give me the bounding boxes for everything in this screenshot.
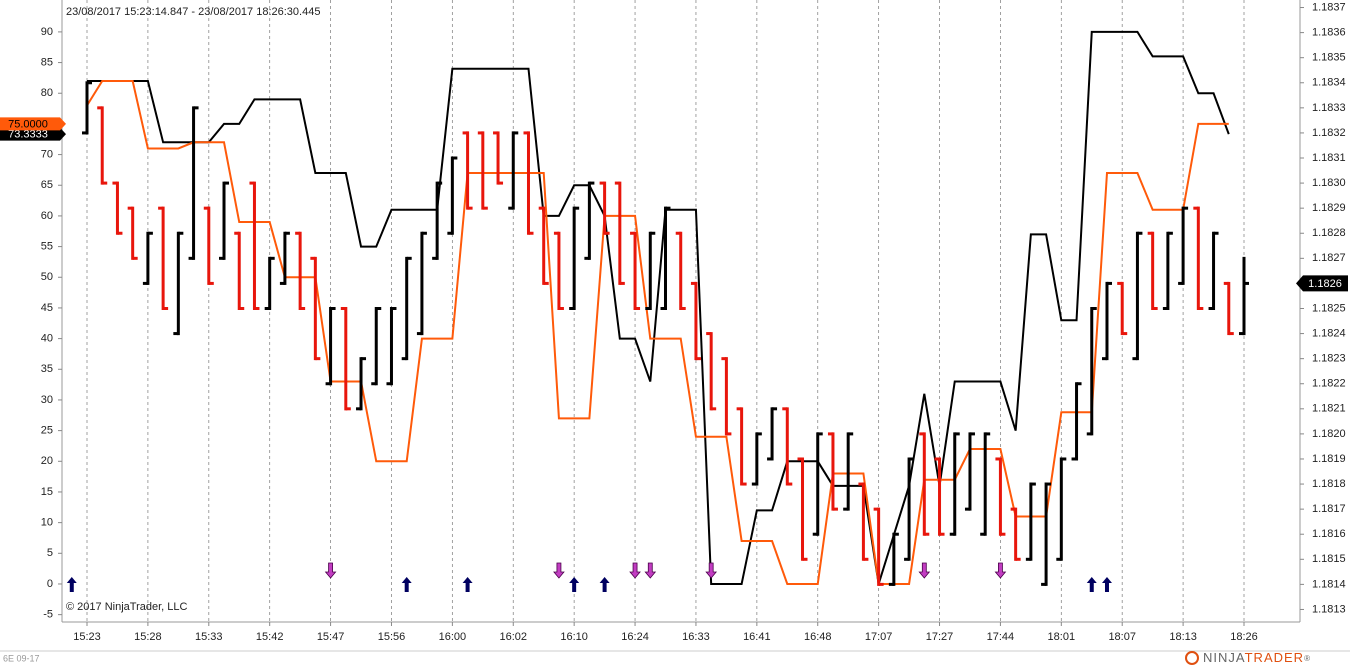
bar-layer [82,81,1249,586]
y2-tick-label: 1.1828 [1312,227,1346,239]
y2-tick-label: 1.1835 [1312,52,1346,64]
y2-tick-label: 1.1836 [1312,27,1346,39]
y2-tick-label: 1.1827 [1312,252,1346,264]
down-arrow [918,562,931,579]
y2-tick-label: 1.1817 [1312,503,1346,515]
y-tick-label: 30 [41,394,53,406]
x-tick-label: 17:44 [987,631,1015,643]
y-tick-label: 85 [41,56,53,68]
indicator-line [86,79,1229,585]
x-tick-label: 15:33 [195,631,223,643]
up-arrow [569,576,580,592]
y-tick-label: 45 [41,302,53,314]
x-tick-label: 18:26 [1230,631,1258,643]
x-tick-label: 15:47 [317,631,345,643]
down-arrow [644,562,657,579]
brand-text: NINJATRADER® [1203,650,1311,665]
y-tick-label: 40 [41,333,53,345]
y2-tick-label: 1.1834 [1312,77,1346,89]
annotation-layer: 15:23 15:28 15:33 15:42 15:47 15:56 16:00 16:02… [0,1,1348,643]
y2-tick-label: 1.1823 [1312,353,1346,365]
y2-tick-label: 1.1829 [1312,202,1346,214]
y2-tick-label: 1.1821 [1312,403,1346,415]
y2-tick-label: 1.1831 [1312,152,1346,164]
y-tick-label: 20 [41,455,53,467]
y2-tick-label: 1.1822 [1312,378,1346,390]
y-tick-label: 15 [41,486,53,498]
y-tick-label: 5 [47,547,53,559]
instrument: 6E 09-17 [3,653,40,663]
x-tick-label: 17:07 [865,631,893,643]
x-tick-label: 15:23 [73,631,101,643]
y2-tick-label: 1.1824 [1312,327,1346,339]
y2-tick-label: 1.1813 [1312,603,1346,615]
y-tick-label: 50 [41,271,53,283]
y2-tick-label: 1.1816 [1312,528,1346,540]
last-value-box [0,127,66,141]
y-tick-label: 90 [41,26,53,38]
y2-tick-label: 1.1825 [1312,302,1346,314]
y2-tick-label: 1.1819 [1312,453,1346,465]
last-value-label: 75.0000 [8,118,48,130]
x-tick-label: 15:28 [134,631,162,643]
up-arrow [1101,576,1112,592]
down-arrow [553,562,565,579]
up-arrow [66,576,77,592]
y-tick-label: 35 [41,363,53,375]
last-price-box [1296,275,1348,292]
indicator-line [87,30,1230,585]
x-tick-label: 15:42 [256,631,284,643]
y2-tick-label: 1.1832 [1312,127,1346,139]
y-tick-label: 55 [41,240,53,252]
y-tick-label: 0 [47,578,53,590]
last-value-label: 73.3333 [8,129,48,141]
y-tick-label: 10 [41,517,53,529]
brand-part: ® [1304,654,1311,663]
y2-tick-label: 1.1830 [1312,177,1346,189]
up-arrow [462,576,473,592]
y-tick-label: 60 [41,210,53,222]
x-tick-label: 18:01 [1048,631,1076,643]
x-tick-label: 16:41 [743,631,771,643]
y-tick-label: 25 [41,425,53,437]
brand-logo [1185,651,1199,665]
brand-part: NINJA [1203,650,1245,665]
x-tick-label: 16:10 [560,631,588,643]
down-arrow [994,562,1007,579]
x-tick-label: 15:56 [378,631,406,643]
up-arrow [1086,576,1097,592]
y2-tick-label: 1.1815 [1312,553,1346,565]
y-tick-label: 70 [41,148,53,160]
y2-tick-label: 1.1820 [1312,428,1346,440]
x-tick-label: 17:27 [926,631,954,643]
y2-tick-label: 1.1814 [1312,578,1346,590]
last-value-box [0,117,66,131]
x-tick-label: 16:24 [621,631,649,643]
y2-tick-label: 1.1833 [1312,102,1346,114]
down-arrow [324,562,337,579]
down-arrow [629,562,641,579]
y-tick-label: 65 [41,179,53,191]
up-arrow [599,576,610,592]
up-arrow [401,576,412,592]
copyright: © 2017 NinjaTrader, LLC [66,601,187,613]
x-tick-label: 16:00 [439,631,467,643]
down-arrow [705,562,718,579]
y-tick-label: 80 [41,87,53,99]
y-tick-label: -5 [43,609,53,621]
x-tick-label: 18:07 [1108,631,1136,643]
last-price-label: 1.1826 [1308,278,1342,290]
x-tick-label: 16:02 [499,631,527,643]
chart-subtitle: 23/08/2017 15:23:14.847 - 23/08/2017 18:… [66,6,320,18]
y2-tick-label: 1.1837 [1312,1,1346,13]
x-tick-label: 18:13 [1169,631,1197,643]
brand-part: TRADER [1245,650,1304,665]
y2-tick-label: 1.1818 [1312,478,1346,490]
x-tick-label: 16:48 [804,631,832,643]
x-tick-label: 16:33 [682,631,710,643]
indicator-layer [86,30,1230,585]
